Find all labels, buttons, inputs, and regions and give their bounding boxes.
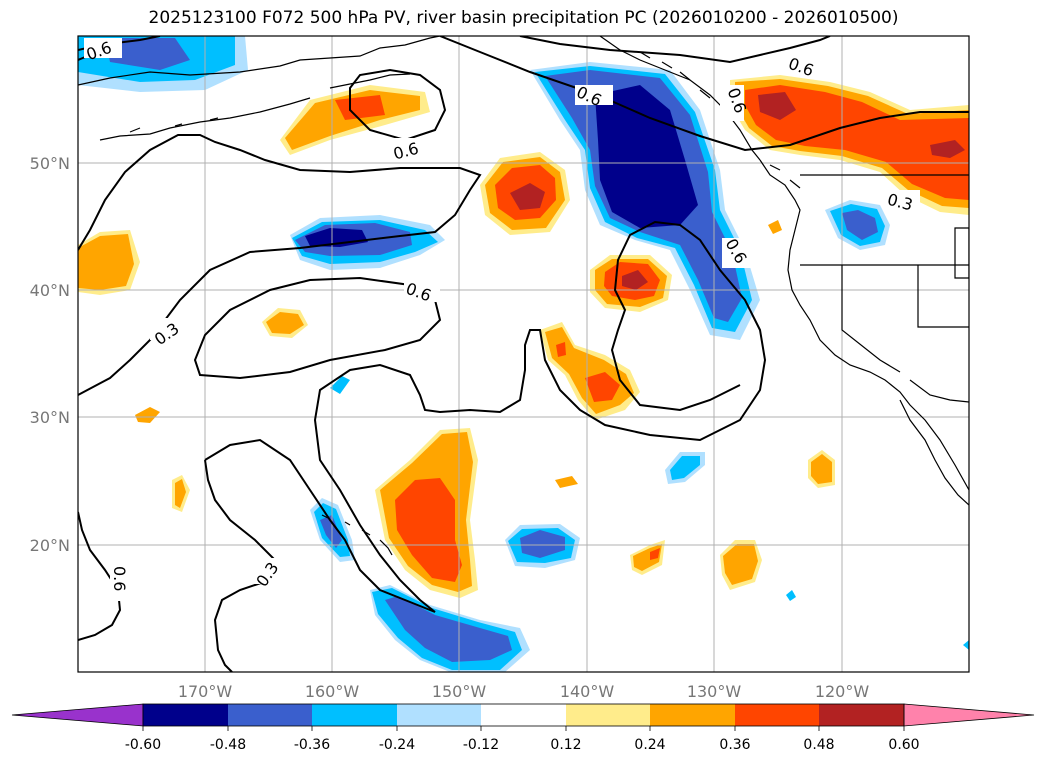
precip-blob <box>758 92 796 120</box>
colorbar-max-extension <box>903 703 1035 727</box>
map-frame <box>77 35 970 673</box>
precip-blob <box>595 85 698 228</box>
colorbar-tick-label: 0.12 <box>550 737 581 753</box>
precip-blob <box>556 342 566 357</box>
colorbar-segment <box>312 704 397 726</box>
colorbar-segment <box>566 704 650 726</box>
lon-tick-label: 130°W <box>687 682 742 701</box>
colorbar: -0.60 -0.48 -0.36 -0.24 -0.12 0.12 0.24 … <box>11 703 1035 753</box>
colorbar-segment <box>228 704 312 726</box>
colorbar-segment <box>397 704 481 726</box>
precip-blob <box>266 312 304 334</box>
precip-blob <box>330 376 350 394</box>
lat-tick-label: 40°N <box>30 281 70 300</box>
precip-blob <box>723 544 758 585</box>
lon-tick-label: 150°W <box>432 682 487 701</box>
lon-tick-label: 170°W <box>178 682 233 701</box>
contour-label: 0.6 <box>110 566 129 591</box>
precip-blob <box>768 220 782 234</box>
colorbar-segment <box>819 704 904 726</box>
precip-blob <box>395 478 462 582</box>
precip-blob <box>135 407 160 423</box>
lon-tick-label: 160°W <box>305 682 360 701</box>
precip-blob <box>963 640 969 650</box>
colorbar-segment <box>143 704 228 726</box>
colorbar-frame <box>142 703 905 727</box>
colorbar-tick-label: -0.60 <box>125 737 161 753</box>
precip-blob <box>520 530 565 558</box>
precip-blob <box>930 140 965 158</box>
precip-blob <box>622 270 648 290</box>
colorbar-min-extension <box>11 703 144 727</box>
precip-blob <box>285 90 420 150</box>
precip-blob <box>786 590 796 601</box>
precip-blob <box>842 210 878 240</box>
colorbar-tick-label: -0.36 <box>294 737 330 753</box>
contour-labels: 0.6 0.6 0.6 0.6 0.6 0.6 0.3 0.3 0.6 0.3 … <box>84 38 920 601</box>
precip-blob <box>650 548 660 560</box>
colorbar-tick-label: -0.12 <box>463 737 499 753</box>
colorbar-tick-label: 0.60 <box>888 737 919 753</box>
lon-tick-label: 140°W <box>560 682 615 701</box>
coastlines <box>78 36 969 556</box>
lat-tick-label: 50°N <box>30 154 70 173</box>
precip-blob <box>811 454 832 484</box>
colorbar-tick-label: -0.24 <box>379 737 415 753</box>
colorbar-tick-label: 0.36 <box>719 737 750 753</box>
precip-blob <box>670 456 700 480</box>
lat-axis-labels: 50°N 40°N 30°N 20°N <box>30 154 70 555</box>
precip-blob <box>320 515 342 548</box>
precip-blob <box>175 479 186 508</box>
precip-blob <box>585 372 620 402</box>
lon-tick-label: 120°W <box>815 682 870 701</box>
precip-blob <box>105 38 190 70</box>
map-title: 2025123100 F072 500 hPa PV, river basin … <box>148 8 899 28</box>
colorbar-tick-label: 0.48 <box>803 737 834 753</box>
colorbar-tick-label: -0.48 <box>210 737 246 753</box>
map-gridlines <box>78 36 969 672</box>
precip-blob <box>385 596 512 662</box>
precip-blob <box>335 95 385 120</box>
lat-tick-label: 30°N <box>30 408 70 427</box>
precip-blob <box>745 85 969 200</box>
precip-blob <box>555 476 578 488</box>
colorbar-segment <box>650 704 735 726</box>
precip-blob <box>510 183 545 210</box>
lon-axis-labels: 170°W 160°W 150°W 140°W 130°W 120°W <box>178 682 870 701</box>
colorbar-segment <box>481 704 566 726</box>
precip-blob <box>78 234 134 290</box>
colorbar-segment <box>735 704 819 726</box>
lat-tick-label: 20°N <box>30 536 70 555</box>
colorbar-tick-label: 0.24 <box>634 737 665 753</box>
